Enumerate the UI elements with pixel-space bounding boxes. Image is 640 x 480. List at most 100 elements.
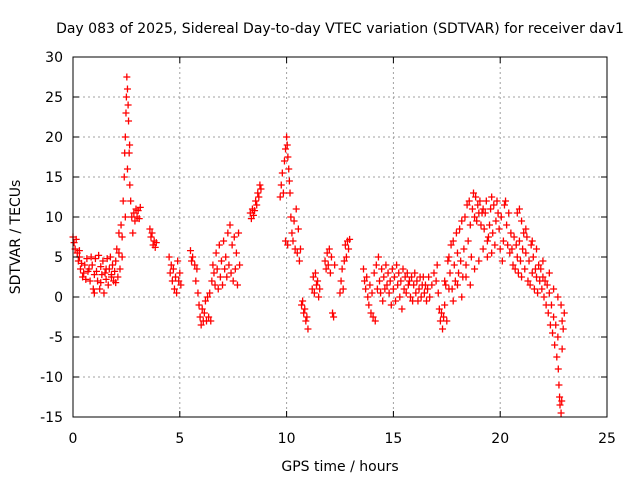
data-point (365, 301, 373, 309)
data-point (388, 265, 396, 273)
data-point (479, 205, 487, 213)
data-point (189, 253, 197, 261)
data-point (113, 245, 121, 253)
data-point (172, 273, 180, 281)
data-point (116, 265, 124, 273)
data-point (452, 229, 460, 237)
data-point (120, 173, 128, 181)
data-point (232, 249, 240, 257)
data-point (371, 317, 379, 325)
data-point (119, 197, 127, 205)
data-point (457, 257, 465, 265)
data-point (310, 289, 318, 297)
data-point (233, 281, 241, 289)
x-tick-label: 0 (69, 431, 78, 447)
data-point (296, 245, 304, 253)
data-point (552, 321, 560, 329)
data-point (219, 281, 227, 289)
data-point (226, 221, 234, 229)
data-point (451, 277, 459, 285)
data-point (220, 237, 228, 245)
data-point (408, 273, 416, 281)
data-point (437, 309, 445, 317)
y-tick-label: -15 (40, 410, 63, 426)
data-point (90, 289, 98, 297)
data-point (152, 239, 160, 247)
data-point (321, 257, 329, 265)
x-tick-label: 20 (491, 431, 509, 447)
data-point (450, 261, 458, 269)
data-point (283, 133, 291, 141)
data-point (362, 285, 370, 293)
data-point (230, 233, 238, 241)
data-point (393, 261, 401, 269)
data-point (109, 261, 117, 269)
data-point (445, 253, 453, 261)
data-point (308, 285, 316, 293)
data-point (364, 293, 372, 301)
data-point (492, 217, 500, 225)
data-point (547, 301, 555, 309)
data-point (201, 297, 209, 305)
data-point (316, 285, 324, 293)
data-point (280, 157, 288, 165)
data-point (480, 225, 488, 233)
data-point (385, 289, 393, 297)
data-point (102, 275, 110, 283)
y-tick-label: 10 (45, 210, 63, 226)
data-point (125, 117, 133, 125)
data-point (96, 285, 104, 293)
data-point (212, 249, 220, 257)
data-point (106, 253, 114, 261)
data-point (503, 221, 511, 229)
data-point (380, 273, 388, 281)
data-point (322, 265, 330, 273)
data-point (191, 261, 199, 269)
data-point (471, 265, 479, 273)
y-axis-label: SDTVAR / TECUs (8, 180, 24, 295)
data-point (526, 281, 534, 289)
data-point (498, 257, 506, 265)
data-point (289, 237, 297, 245)
data-point (558, 397, 566, 405)
data-point (151, 243, 159, 251)
data-point (554, 293, 562, 301)
data-point (124, 101, 132, 109)
data-point (430, 269, 438, 277)
data-point (389, 285, 397, 293)
data-point (174, 257, 182, 265)
data-point (555, 381, 563, 389)
data-point (100, 289, 108, 297)
data-point (513, 253, 521, 261)
data-point (101, 269, 109, 277)
data-point (488, 249, 496, 257)
data-point (484, 233, 492, 241)
data-point (529, 253, 537, 261)
data-point (471, 213, 479, 221)
data-point (413, 277, 421, 285)
data-point (112, 257, 120, 265)
data-point (87, 253, 95, 261)
x-axis-label: GPS time / hours (281, 459, 398, 475)
data-point (196, 313, 204, 321)
data-point (221, 265, 229, 273)
data-point (558, 345, 566, 353)
data-point (188, 257, 196, 265)
data-point (194, 289, 202, 297)
data-point (341, 241, 349, 249)
data-point (211, 281, 219, 289)
data-point (76, 265, 84, 273)
data-point (387, 301, 395, 309)
data-point (254, 189, 262, 197)
data-point (522, 225, 530, 233)
data-point (216, 273, 224, 281)
data-point (366, 281, 374, 289)
data-point (284, 241, 292, 249)
data-point (396, 293, 404, 301)
data-point (456, 225, 464, 233)
data-point (303, 313, 311, 321)
data-point (513, 209, 521, 217)
data-point (481, 209, 489, 217)
data-point (229, 277, 237, 285)
data-point (424, 285, 432, 293)
